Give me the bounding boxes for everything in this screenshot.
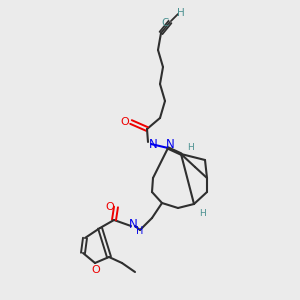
Text: H: H [136, 226, 144, 236]
Text: H: H [177, 8, 185, 18]
Text: O: O [92, 265, 100, 275]
Text: H: H [187, 142, 194, 152]
Text: H: H [200, 209, 206, 218]
Text: C: C [161, 18, 169, 28]
Text: N: N [166, 139, 174, 152]
Text: N: N [148, 137, 158, 151]
Text: N: N [129, 218, 137, 232]
Text: O: O [106, 202, 114, 212]
Text: O: O [121, 117, 129, 127]
